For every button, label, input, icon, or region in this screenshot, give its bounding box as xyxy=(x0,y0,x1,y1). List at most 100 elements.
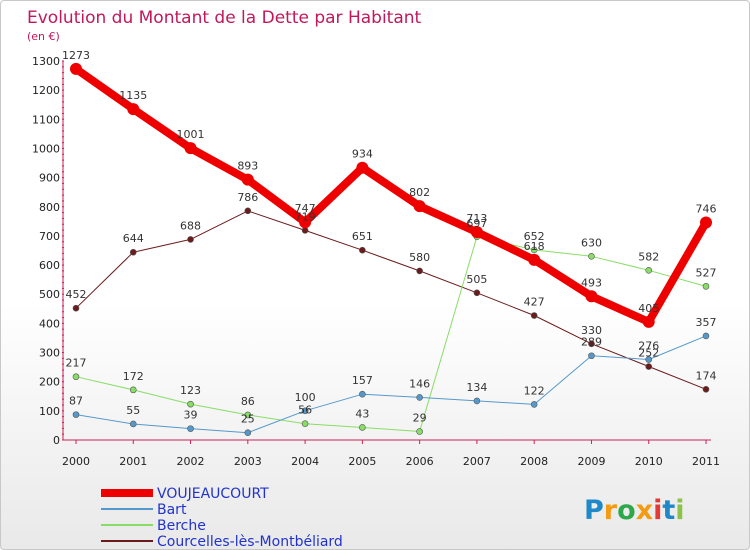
data-label: 713 xyxy=(466,212,487,225)
x-tick-label: 2011 xyxy=(692,455,720,468)
axes: 0 100 200 300 400 500 600 700 800 900 1000 1100 1200… xyxy=(32,55,720,468)
data-label: 618 xyxy=(524,240,545,253)
data-point xyxy=(72,373,80,381)
data-point xyxy=(127,103,140,116)
data-label: 289 xyxy=(581,336,602,349)
data-labels: 452 644 688 786 719 651 580 505 427 330 252 174 217 1… xyxy=(62,49,717,426)
data-point xyxy=(184,142,197,155)
data-point xyxy=(588,352,595,360)
legend: VOUJEAUCOURTBartBercheCourcelles-lès-Mon… xyxy=(101,486,343,550)
data-point xyxy=(187,400,194,408)
x-tick-label: 2003 xyxy=(234,455,262,468)
data-point xyxy=(642,315,655,328)
x-tick-label: 2010 xyxy=(635,455,663,468)
data-label: 697 xyxy=(466,217,487,230)
data-label: 747 xyxy=(295,202,316,215)
data-label: 505 xyxy=(466,273,487,286)
data-point xyxy=(588,340,595,348)
data-point xyxy=(416,428,423,435)
y-tick-label: 1100 xyxy=(32,113,60,126)
x-tick-label: 2001 xyxy=(119,455,147,468)
data-point xyxy=(70,62,82,75)
logo-letter: i xyxy=(653,495,662,526)
data-point xyxy=(72,304,80,312)
data-label: 86 xyxy=(241,395,255,408)
y-tick-label: 900 xyxy=(39,172,60,185)
data-point xyxy=(356,161,369,174)
logo-letter: r xyxy=(604,495,618,526)
y-tick-label: 0 xyxy=(53,434,60,447)
data-point xyxy=(359,424,366,431)
series-line xyxy=(72,64,710,326)
y-tick-label: 100 xyxy=(39,405,60,418)
x-tick-label: 2002 xyxy=(177,455,205,468)
data-label: 688 xyxy=(180,219,201,232)
logo-letter: o xyxy=(617,495,636,526)
data-point xyxy=(645,356,653,363)
chart-title: Evolution du Montant de la Dette par Hab… xyxy=(27,8,422,28)
data-label: 452 xyxy=(66,288,87,301)
data-point xyxy=(645,363,653,370)
y-tick-label: 700 xyxy=(39,230,60,243)
y-tick-label: 1200 xyxy=(32,84,60,97)
x-tick-label: 2004 xyxy=(291,455,319,468)
data-label: 174 xyxy=(696,369,717,382)
data-point xyxy=(473,289,481,297)
data-point xyxy=(585,290,598,303)
data-point xyxy=(413,200,426,213)
logo-letter: P xyxy=(584,495,604,526)
data-label: 87 xyxy=(69,395,83,408)
legend-label: Berche xyxy=(157,518,206,534)
data-label: 405 xyxy=(638,302,659,315)
legend-label: VOUJEAUCOURT xyxy=(157,486,269,502)
data-point xyxy=(700,216,712,229)
data-label: 630 xyxy=(581,236,602,249)
data-label: 157 xyxy=(352,374,373,387)
data-label: 217 xyxy=(66,357,87,370)
y-tick-label: 1300 xyxy=(32,55,60,68)
data-point xyxy=(528,253,541,266)
data-point xyxy=(187,236,194,243)
data-label: 100 xyxy=(295,391,316,404)
data-label: 172 xyxy=(123,370,144,383)
data-label: 527 xyxy=(696,266,717,279)
data-point xyxy=(359,390,366,398)
y-tick-label: 1000 xyxy=(32,142,60,155)
data-label: 493 xyxy=(581,276,602,289)
data-point xyxy=(244,429,252,437)
data-label: 934 xyxy=(352,148,373,161)
data-point xyxy=(129,420,137,428)
logo-letter: i xyxy=(675,495,684,526)
data-point xyxy=(416,267,423,275)
data-label: 122 xyxy=(524,384,545,397)
data-point xyxy=(72,411,80,418)
data-point xyxy=(129,248,137,256)
series-line xyxy=(75,335,707,434)
data-point xyxy=(301,420,309,427)
data-label: 652 xyxy=(524,230,545,243)
data-label: 580 xyxy=(409,251,430,264)
data-point xyxy=(359,246,366,254)
data-label: 1001 xyxy=(177,128,205,141)
data-point xyxy=(299,216,312,229)
data-label: 893 xyxy=(237,160,258,173)
data-label: 123 xyxy=(180,384,201,397)
y-tick-label: 800 xyxy=(39,201,60,214)
legend-label: Courcelles-lès-Montbéliard xyxy=(157,534,343,550)
data-point xyxy=(301,407,309,415)
data-label: 1135 xyxy=(119,89,147,102)
data-label: 1273 xyxy=(62,49,90,62)
data-point xyxy=(645,267,653,274)
series-line xyxy=(75,236,707,432)
data-point xyxy=(187,425,194,432)
y-tick-label: 200 xyxy=(39,376,60,389)
chart-subtitle: (en €) xyxy=(27,30,60,43)
data-label: 25 xyxy=(241,413,255,426)
data-label: 786 xyxy=(237,191,258,204)
data-point xyxy=(530,401,538,408)
data-label: 43 xyxy=(355,407,369,420)
data-label: 276 xyxy=(638,340,659,353)
data-point xyxy=(702,332,710,340)
